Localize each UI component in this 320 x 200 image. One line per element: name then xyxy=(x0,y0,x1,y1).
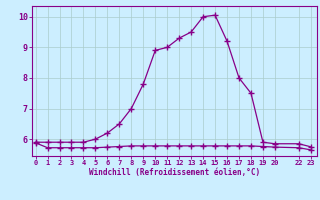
X-axis label: Windchill (Refroidissement éolien,°C): Windchill (Refroidissement éolien,°C) xyxy=(89,168,260,177)
